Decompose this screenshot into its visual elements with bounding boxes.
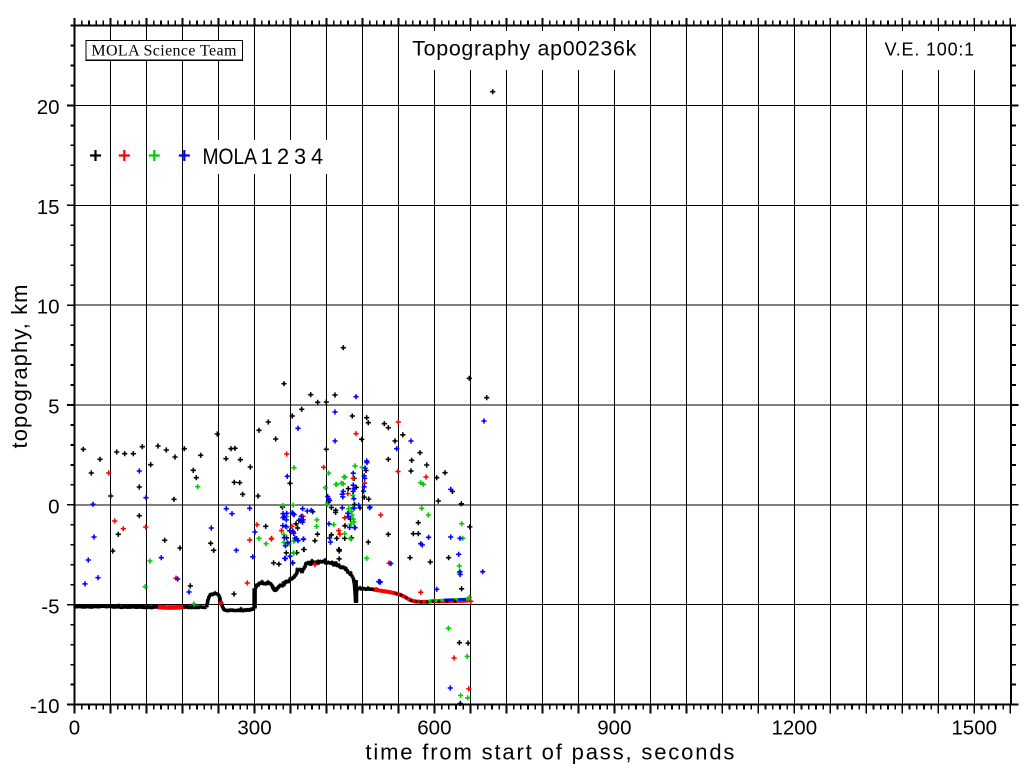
svg-text:1200: 1200 <box>771 716 817 739</box>
svg-text:0: 0 <box>69 716 80 739</box>
svg-text:time from start of pass, secon: time from start of pass, seconds <box>365 740 734 765</box>
svg-text:300: 300 <box>237 716 271 739</box>
svg-text:2: 2 <box>277 144 289 169</box>
svg-text:3: 3 <box>294 144 306 169</box>
svg-text:0: 0 <box>48 495 59 518</box>
svg-text:-10: -10 <box>30 695 60 718</box>
svg-text:-5: -5 <box>41 595 59 618</box>
svg-text:Topography ap00236k: Topography ap00236k <box>412 37 636 61</box>
svg-text:900: 900 <box>597 716 631 739</box>
svg-text:MOLA Science Team: MOLA Science Team <box>91 43 237 60</box>
svg-text:20: 20 <box>37 96 60 119</box>
svg-text:4: 4 <box>311 144 323 169</box>
svg-text:1500: 1500 <box>951 716 997 739</box>
svg-text:MOLA: MOLA <box>203 144 258 169</box>
svg-text:10: 10 <box>37 296 60 319</box>
svg-text:1: 1 <box>260 144 272 169</box>
svg-text:5: 5 <box>48 396 59 419</box>
svg-text:600: 600 <box>417 716 451 739</box>
svg-text:V.E. 100:1: V.E. 100:1 <box>885 40 975 60</box>
svg-text:15: 15 <box>37 196 60 219</box>
svg-text:topography, km: topography, km <box>7 285 32 449</box>
